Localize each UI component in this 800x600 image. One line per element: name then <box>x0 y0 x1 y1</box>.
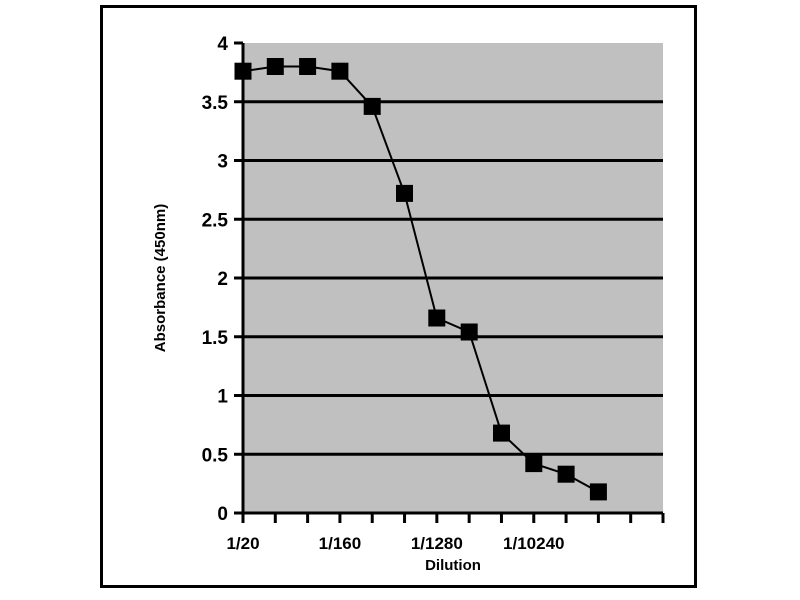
data-point-marker <box>331 62 349 80</box>
data-point-marker <box>428 309 446 327</box>
data-series-markers <box>234 58 607 501</box>
x-axis-ticks <box>241 513 665 523</box>
x-tick-label: 1/160 <box>319 534 362 553</box>
y-tick-label: 0 <box>217 504 228 525</box>
y-axis-ticks: 0 0.5 1 1.5 2 2.5 3 3.5 4 <box>202 34 243 525</box>
y-tick-label: 3.5 <box>202 93 229 114</box>
data-point-marker <box>589 483 607 501</box>
y-tick-label: 3 <box>217 152 228 173</box>
x-tick-label: 1/20 <box>226 534 259 553</box>
y-tick-label: 2.5 <box>202 210 229 231</box>
x-axis-tick-labels: 1/20 1/160 1/1280 1/10240 <box>226 534 564 553</box>
x-axis-title: Dilution <box>425 557 481 574</box>
data-point-marker <box>299 58 317 75</box>
figure-frame: 0 0.5 1 1.5 2 2.5 3 3.5 4 1/20 1/160 1/1280 1/10240… <box>100 5 697 588</box>
y-tick-label: 2 <box>217 269 228 290</box>
chart-area: 0 0.5 1 1.5 2 2.5 3 3.5 4 1/20 1/160 1/1280 1/10240… <box>103 8 694 585</box>
y-tick-label: 4 <box>217 34 228 55</box>
data-point-marker <box>460 323 478 341</box>
x-tick-label: 1/10240 <box>503 534 564 553</box>
data-point-marker <box>363 97 381 115</box>
data-point-marker <box>234 62 252 80</box>
gridlines <box>243 100 663 456</box>
y-tick-label: 1 <box>217 387 228 408</box>
y-tick-label: 0.5 <box>202 445 229 466</box>
data-point-marker <box>525 455 543 473</box>
y-tick-label: 1.5 <box>202 328 229 349</box>
data-point-marker <box>266 58 284 75</box>
data-point-marker <box>557 465 575 483</box>
data-point-marker <box>396 184 413 202</box>
data-point-marker <box>493 424 510 442</box>
absorbance-dilution-chart: 0 0.5 1 1.5 2 2.5 3 3.5 4 1/20 1/160 1/1280 1/10240… <box>152 34 665 574</box>
x-tick-label: 1/1280 <box>411 534 463 553</box>
y-axis-title: Absorbance (450nm) <box>152 204 169 352</box>
